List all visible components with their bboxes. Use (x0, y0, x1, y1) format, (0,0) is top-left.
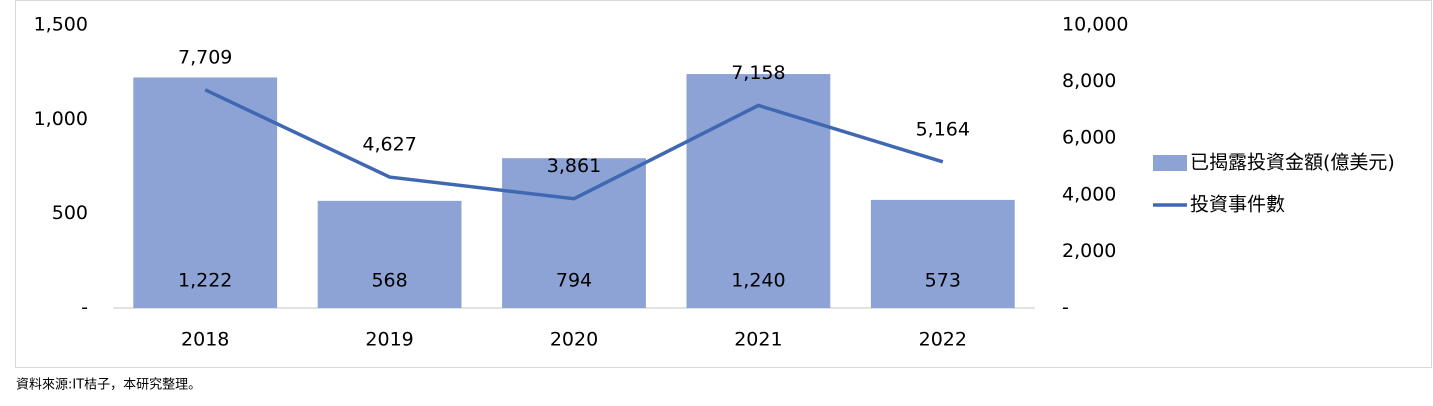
y-tick-label: - (81, 297, 88, 319)
line-value-label: 5,164 (916, 118, 970, 140)
line-value-label: 3,861 (547, 155, 601, 177)
bar (317, 200, 462, 308)
legend-label: 已揭露投資金額(億美元) (1190, 152, 1395, 174)
bar-value-label: 568 (371, 270, 407, 292)
bar (870, 199, 1015, 308)
y2-tick-label: 6,000 (1062, 127, 1116, 149)
line-value-label: 4,627 (362, 134, 416, 156)
y2-tick-label: 8,000 (1062, 70, 1116, 92)
y2-tick-label: 2,000 (1062, 240, 1116, 262)
y2-tick-label: 4,000 (1062, 183, 1116, 205)
line-value-label: 7,709 (178, 46, 232, 68)
x-tick-label: 2021 (734, 329, 782, 351)
bar-value-label: 1,240 (731, 270, 785, 292)
bar-value-label: 1,222 (178, 270, 232, 292)
x-tick-label: 2018 (181, 329, 229, 351)
bar-value-label: 573 (925, 270, 961, 292)
source-note: 資料來源:IT桔子，本研究整理。 (16, 378, 201, 393)
line-value-label: 7,158 (731, 62, 785, 84)
bar (686, 74, 831, 308)
y2-tick-label: - (1062, 297, 1069, 319)
x-tick-label: 2019 (365, 329, 413, 351)
y-tick-label: 1,000 (34, 108, 88, 130)
y-tick-label: 500 (52, 202, 88, 224)
x-tick-label: 2022 (919, 329, 967, 351)
legend-swatch (1153, 155, 1187, 171)
legend-label: 投資事件數 (1190, 194, 1285, 216)
bar (502, 158, 646, 308)
line (204, 88, 944, 201)
x-tick-label: 2020 (550, 329, 598, 351)
bar (133, 77, 278, 308)
y2-tick-label: 10,000 (1062, 14, 1128, 36)
bar-value-label: 794 (556, 270, 592, 292)
y-tick-label: 1,500 (34, 14, 88, 36)
